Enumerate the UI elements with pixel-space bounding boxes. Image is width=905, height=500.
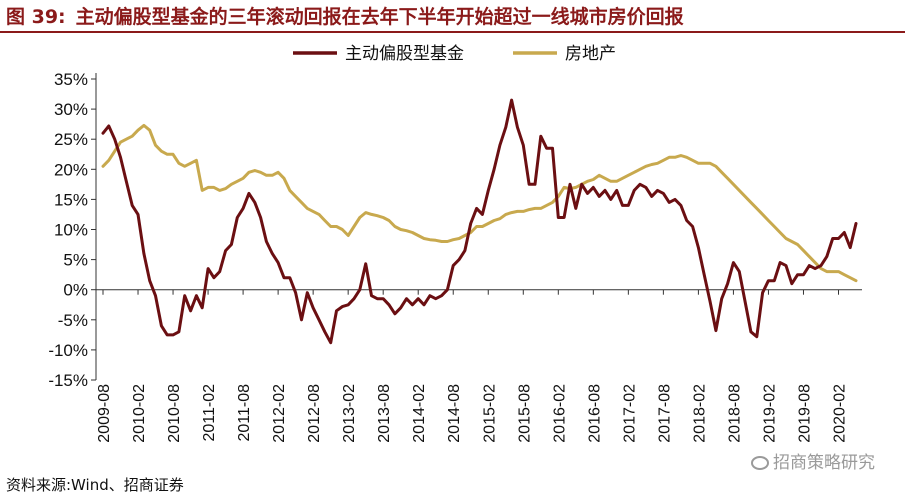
wechat-icon (751, 456, 769, 470)
series-line-房地产 (101, 123, 858, 283)
y-tick-label: 10% (54, 221, 88, 240)
x-tick-label: 2014-02 (411, 384, 428, 443)
line-chart: 主动偏股型基金 房地产 35% 30% 25% 20% 15% 10% 5% 0% -5% -10%… (48, 44, 862, 443)
figure-label: 图 39: (6, 6, 66, 28)
y-tick-label: 0% (63, 281, 88, 300)
legend-label: 主动偏股型基金 (345, 44, 464, 64)
x-tick-label: 2009-08 (96, 384, 113, 443)
watermark-text: 招商策略研究 (773, 453, 875, 473)
y-tick-label: 25% (54, 130, 88, 149)
x-tick-label: 2015-02 (481, 384, 498, 443)
x-tick-label: 2012-02 (271, 384, 288, 443)
x-tick-label: 2017-02 (621, 384, 638, 443)
y-tick-label: -5% (58, 311, 88, 330)
x-tick-label: 2012-08 (306, 384, 323, 443)
x-tick-label: 2013-02 (341, 384, 358, 443)
series-layer (101, 98, 858, 345)
y-tick-label: 35% (54, 70, 88, 89)
x-tick-label: 2011-08 (236, 384, 253, 442)
series-line-主动偏股型基金 (101, 98, 858, 345)
x-tick-label: 2018-02 (691, 384, 708, 443)
x-tick-label: 2013-08 (376, 384, 393, 443)
y-tick-label: 30% (54, 100, 88, 119)
x-tick-label: 2016-02 (551, 384, 568, 443)
watermark: 招商策略研究 (751, 448, 875, 473)
y-tick-label: 5% (63, 251, 88, 270)
y-tick-label: 20% (54, 160, 88, 179)
y-tick-label: 15% (54, 190, 88, 209)
x-tick-label: 2010-08 (166, 384, 183, 443)
y-tick-label: -15% (48, 371, 88, 390)
title-divider (0, 31, 905, 33)
legend-label: 房地产 (565, 44, 616, 64)
chart-legend: 主动偏股型基金 房地产 (293, 44, 616, 64)
x-tick-label: 2016-08 (586, 384, 603, 443)
x-tick-label: 2015-08 (516, 384, 533, 443)
x-tick-label: 2020-02 (831, 384, 848, 443)
source-note: 资料来源:Wind、招商证券 (6, 476, 184, 494)
x-axis: 2009-08 2010-02 2010-08 2011-02 2011-08 2012-… (96, 289, 862, 443)
x-tick-label: 2011-02 (201, 384, 218, 442)
x-tick-label: 2017-08 (656, 384, 673, 443)
figure-title-text: 主动偏股型基金的三年滚动回报在去年下半年开始超过一线城市房价回报 (75, 6, 684, 28)
x-tick-label: 2019-08 (796, 384, 813, 443)
y-axis: 35% 30% 25% 20% 15% 10% 5% 0% -5% -10% -15% (48, 70, 97, 390)
figure-title: 图 39: 主动偏股型基金的三年滚动回报在去年下半年开始超过一线城市房价回报 (6, 4, 899, 30)
y-tick-label: -10% (48, 341, 88, 360)
x-tick-label: 2019-02 (761, 384, 778, 443)
x-tick-label: 2014-08 (446, 384, 463, 443)
x-tick-label: 2018-08 (726, 384, 743, 443)
x-tick-label: 2010-02 (131, 384, 148, 443)
